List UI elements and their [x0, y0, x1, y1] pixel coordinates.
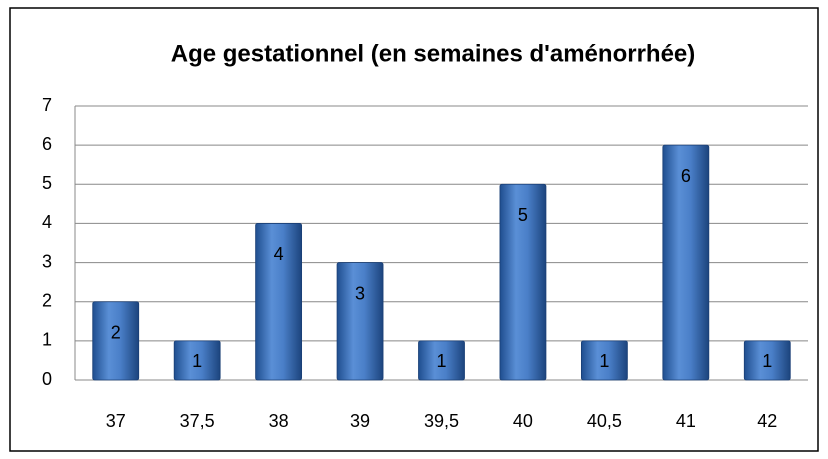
y-tick-label: 2: [42, 290, 52, 310]
y-tick-label: 6: [42, 134, 52, 154]
bar: [336, 262, 384, 381]
data-label: 4: [274, 244, 284, 264]
bar: [580, 340, 628, 381]
data-label: 3: [355, 283, 365, 303]
bar: [499, 183, 547, 381]
y-tick-label: 7: [42, 95, 52, 115]
data-label: 5: [518, 205, 528, 225]
y-tick-label: 5: [42, 173, 52, 193]
bar: [255, 223, 303, 381]
y-tick-label: 1: [42, 330, 52, 350]
x-tick-label: 40,5: [587, 411, 622, 431]
data-label: 1: [762, 351, 772, 371]
data-label: 1: [192, 351, 202, 371]
bar: [662, 144, 710, 381]
data-label: 1: [599, 351, 609, 371]
data-label: 6: [681, 166, 691, 186]
data-label: 1: [436, 351, 446, 371]
x-tick-label: 39,5: [424, 411, 459, 431]
x-tick-label: 38: [269, 411, 289, 431]
x-tick-label: 41: [676, 411, 696, 431]
x-tick-label: 37: [106, 411, 126, 431]
x-tick-label: 40: [513, 411, 533, 431]
x-tick-label: 37,5: [180, 411, 215, 431]
data-label: 2: [111, 322, 121, 342]
y-tick-label: 0: [42, 369, 52, 389]
x-tick-label: 42: [757, 411, 777, 431]
y-tick-label: 3: [42, 251, 52, 271]
bar: [173, 340, 221, 381]
bar: [92, 301, 140, 381]
x-tick-label: 39: [350, 411, 370, 431]
chart-title: Age gestationnel (en semaines d'aménorrh…: [171, 40, 696, 67]
bar: [743, 340, 791, 381]
bar: [418, 340, 465, 381]
y-tick-label: 4: [42, 212, 52, 232]
